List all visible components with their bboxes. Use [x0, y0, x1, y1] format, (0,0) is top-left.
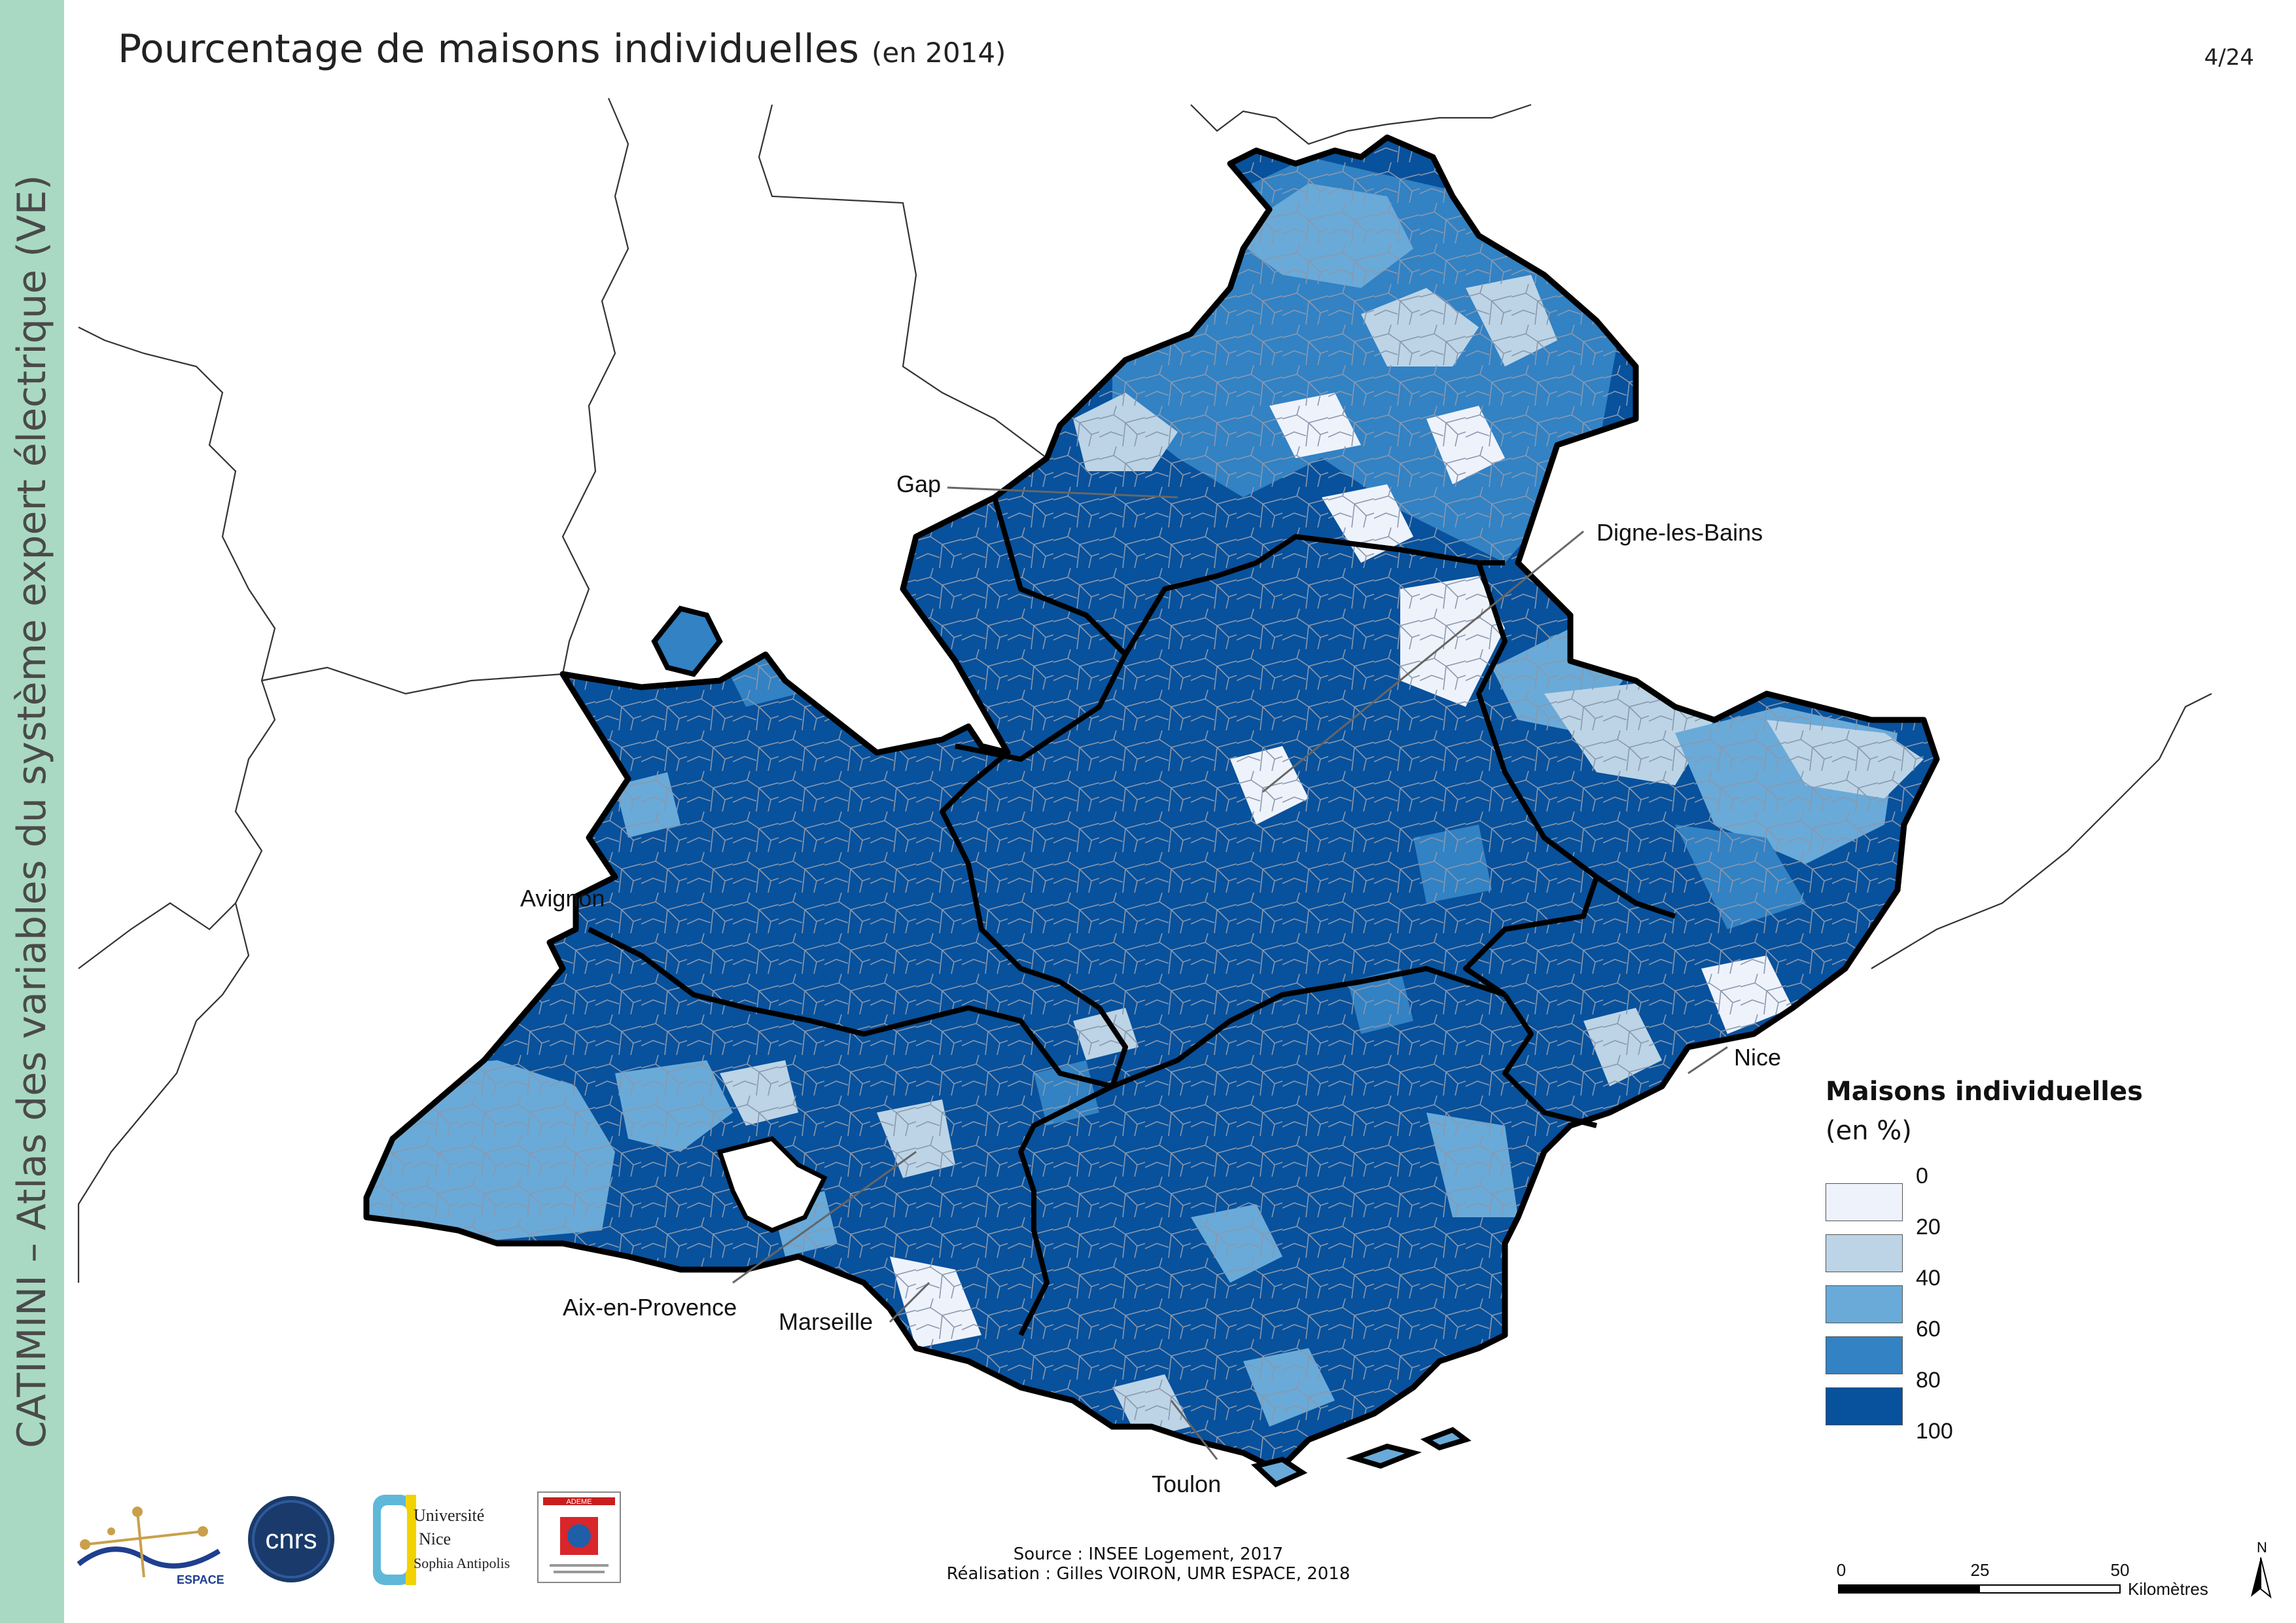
unice-logo-line3: Sophia Antipolis: [414, 1555, 510, 1571]
city-label-aix: Aix-en-Provence: [563, 1294, 737, 1321]
espace-logo: ESPACE: [77, 1507, 224, 1586]
unice-logo-line1: Université: [414, 1506, 484, 1525]
scale-bar: [1838, 1584, 2121, 1594]
department-borders: [588, 496, 1676, 1336]
legend-tick: 100: [1916, 1419, 1953, 1444]
legend-swatch-2: [1826, 1285, 1903, 1323]
legend-tick: 80: [1916, 1368, 1941, 1393]
city-label-nice: Nice: [1734, 1044, 1781, 1071]
city-label-marseille: Marseille: [779, 1308, 873, 1335]
scale-unit: Kilomètres: [2128, 1579, 2208, 1599]
espace-logo-text: ESPACE: [177, 1573, 224, 1586]
ademe-logo-text: ADEME: [566, 1498, 592, 1506]
legend-swatch-4: [1826, 1387, 1903, 1425]
sidebar: CATIMINI – Atlas des variables du systèm…: [0, 0, 64, 1623]
north-label: N: [2257, 1539, 2267, 1556]
legend-tick: 40: [1916, 1266, 1941, 1291]
city-leader-lines: [732, 486, 1728, 1460]
page-number: 4/24: [2204, 45, 2254, 71]
cnrs-logo: cnrs: [248, 1496, 334, 1582]
legend-swatch-0: [1826, 1183, 1903, 1221]
legend-tick: 60: [1916, 1317, 1941, 1342]
ademe-logo: ADEME: [537, 1491, 621, 1583]
neighbour-borders: [77, 98, 2212, 1283]
unice-logo-line2: Nice: [419, 1529, 451, 1548]
legend-tick: 20: [1916, 1215, 1941, 1240]
page-title: Pourcentage de maisons individuelles (en…: [118, 26, 1006, 72]
city-label-avignon: Avignon: [520, 885, 605, 912]
legend-unit: (en %): [1826, 1116, 1912, 1146]
map-subtitle: (en 2014): [871, 37, 1006, 69]
source-line: Source : INSEE Logement, 2017: [1013, 1544, 1284, 1564]
scale-tick-0: 0: [1836, 1560, 1846, 1580]
legend-swatch-3: [1826, 1336, 1903, 1374]
city-label-digne: Digne-les-Bains: [1597, 519, 1763, 546]
legend-tick: 0: [1916, 1164, 1928, 1188]
city-label-gap: Gap: [896, 471, 941, 497]
enclave-valreas: [651, 605, 723, 677]
scale-tick-25: 25: [1970, 1560, 1990, 1580]
legend-swatch-1: [1826, 1234, 1903, 1272]
islands: [1250, 1427, 1472, 1488]
map-title: Pourcentage de maisons individuelles: [118, 26, 859, 72]
etang-de-berre: [716, 1136, 828, 1233]
unice-logo: Université Nice Sophia Antipolis: [373, 1495, 510, 1585]
legend-title: Maisons individuelles: [1826, 1077, 2143, 1107]
north-arrow-icon: N: [2251, 1539, 2272, 1599]
scale-tick-50: 50: [2110, 1560, 2130, 1580]
cnrs-logo-text: cnrs: [265, 1524, 317, 1554]
credit-line: Réalisation : Gilles VOIRON, UMR ESPACE,…: [946, 1564, 1351, 1584]
city-label-toulon: Toulon: [1152, 1471, 1221, 1497]
